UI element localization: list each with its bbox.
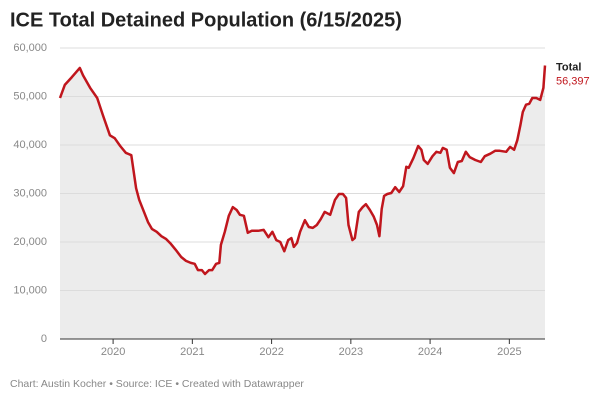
series-label: Total — [556, 61, 581, 73]
x-tick-label: 2020 — [101, 346, 125, 358]
chart-title: ICE Total Detained Population (6/15/2025… — [10, 9, 402, 31]
x-tick-label: 2023 — [339, 346, 363, 358]
y-tick-label: 60,000 — [13, 42, 47, 54]
value-label: 56,397 — [556, 75, 590, 87]
y-tick-label: 50,000 — [13, 90, 47, 102]
x-tick-label: 2021 — [180, 346, 204, 358]
area-fill — [60, 65, 545, 339]
y-tick-label: 20,000 — [13, 236, 47, 248]
y-tick-label: 10,000 — [13, 284, 47, 296]
y-tick-label: 0 — [41, 333, 47, 345]
x-tick-label: 2025 — [497, 346, 521, 358]
line — [58, 65, 547, 276]
y-tick-label: 30,000 — [13, 187, 47, 199]
source-note: Chart: Austin Kocher • Source: ICE • Cre… — [10, 378, 304, 390]
y-tick-label: 40,000 — [13, 139, 47, 151]
x-tick-label: 2022 — [259, 346, 283, 358]
x-tick-label: 2024 — [418, 346, 442, 358]
